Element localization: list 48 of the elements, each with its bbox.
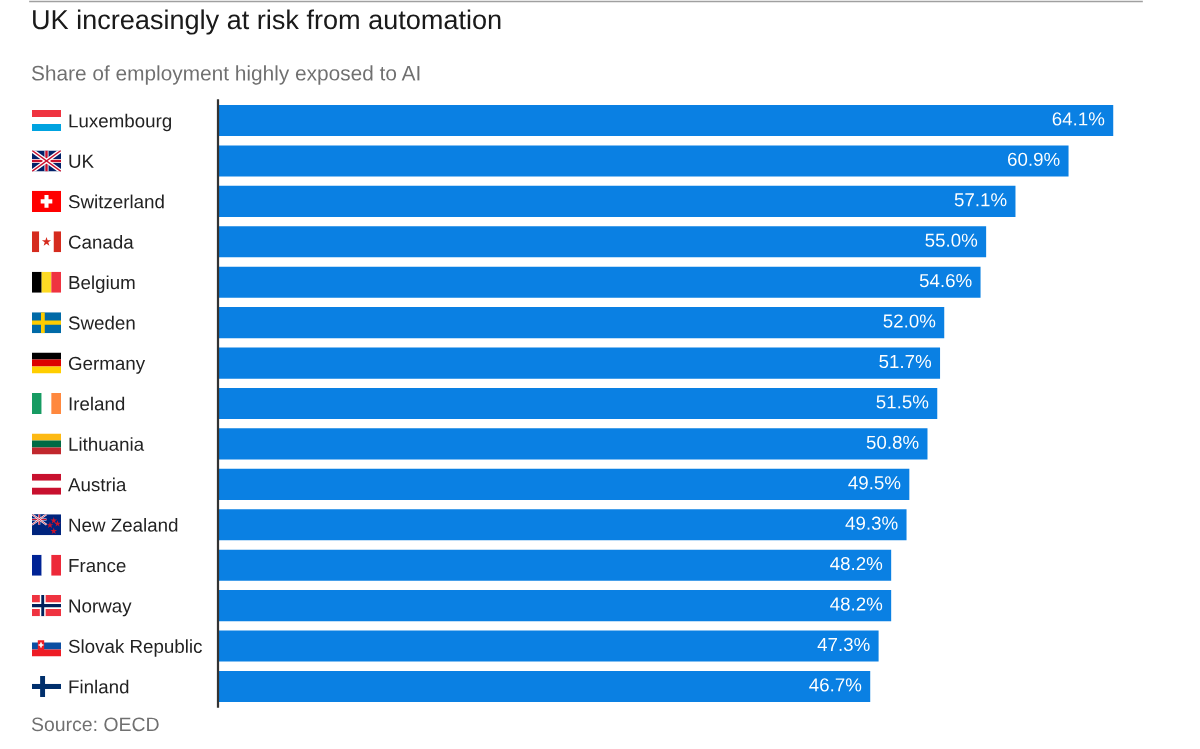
y-tick-label: Switzerland (68, 194, 164, 209)
bar (218, 226, 987, 258)
chart-subtitle: Share of employment highly exposed to AI (31, 65, 420, 85)
bar (218, 145, 1069, 177)
data-label: 49.5% (848, 476, 901, 490)
y-tick-label: Slovak Republic (68, 639, 202, 657)
data-label: 64.1% (1052, 112, 1105, 126)
bar (218, 347, 941, 379)
bar (218, 266, 981, 298)
y-tick-label: Sweden (68, 315, 135, 330)
data-label: 48.2% (830, 556, 883, 571)
bar (218, 468, 910, 500)
bar (218, 549, 892, 581)
data-label: 48.2% (830, 597, 883, 611)
y-tick-label: Austria (68, 477, 127, 492)
data-label: 57.1% (954, 193, 1007, 207)
y-tick-label: Finland (69, 679, 129, 694)
data-label: 52.0% (883, 314, 936, 328)
bar (218, 387, 938, 420)
source-note: Source: OECD (31, 717, 159, 732)
bar (218, 104, 1114, 137)
y-tick-label: Norway (69, 599, 132, 617)
data-label: 50.8% (866, 435, 919, 449)
y-tick-label: Germany (68, 356, 146, 374)
y-tick-label: Ireland (69, 396, 125, 411)
data-label: 46.7% (809, 678, 862, 692)
bar (218, 307, 945, 339)
data-label: 60.9% (1008, 152, 1060, 166)
bar (218, 509, 907, 541)
bar (218, 630, 879, 662)
data-label: 51.7% (879, 354, 932, 369)
data-label: 55.0% (925, 233, 978, 247)
chart-title: UK increasingly at risk from automation (33, 9, 501, 35)
y-tick-label: Belgium (69, 275, 135, 293)
y-tick-label: UK (69, 154, 94, 168)
bar (218, 428, 928, 460)
y-tick-label: New Zealand (69, 517, 178, 532)
bar (218, 590, 892, 622)
data-label: 47.3% (817, 637, 870, 652)
data-label: 49.3% (845, 516, 898, 530)
y-tick-label: France (69, 559, 126, 573)
data-label: 54.6% (919, 273, 972, 288)
y-tick-label: Canada (68, 235, 134, 249)
y-tick-label: Lithuania (69, 437, 145, 451)
bar (218, 185, 1016, 217)
bar (218, 670, 871, 703)
y-tick-label: Luxembourg (69, 113, 172, 132)
data-label: 51.5% (876, 395, 929, 409)
